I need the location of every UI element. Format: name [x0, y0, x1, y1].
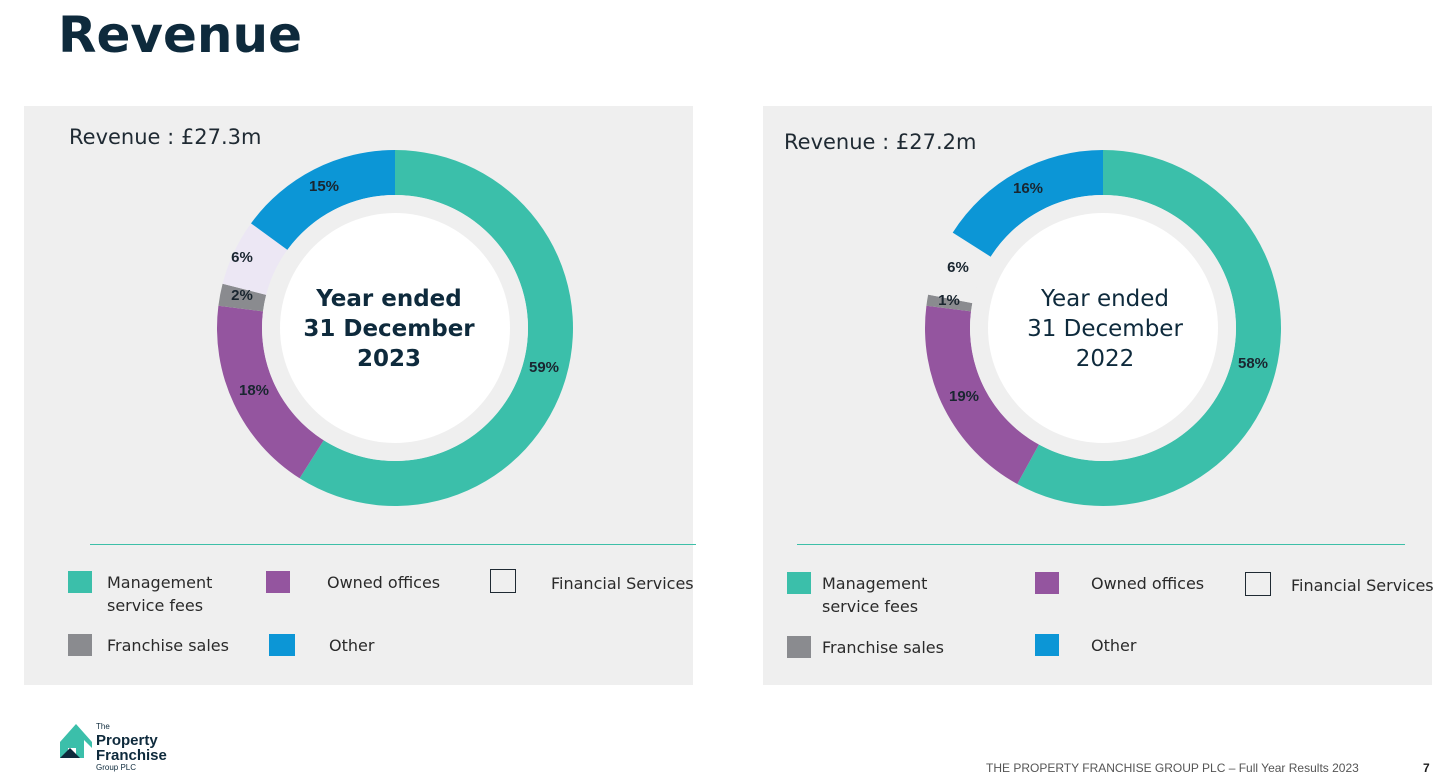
legend-swatch-owned	[266, 571, 290, 593]
legend-label-other: Other	[329, 636, 375, 655]
donut-data-label: 2%	[231, 287, 253, 304]
legend-management: Management service fees	[68, 571, 237, 617]
page-number: 7	[1423, 761, 1430, 775]
legend-other: Other	[269, 634, 459, 657]
donut-slice-owned-offices	[217, 305, 324, 479]
logo-text-the: The	[96, 722, 110, 731]
legend-management: Management service fees	[787, 572, 952, 618]
donut-slice-franchise-sales	[926, 294, 973, 312]
legend-label-franchise: Franchise sales	[822, 638, 944, 657]
legend-swatch-owned	[1035, 572, 1059, 594]
donut-center-text: Year ended	[1040, 286, 1169, 312]
legend-financial: Financial Services	[490, 569, 711, 595]
legend-divider	[797, 544, 1405, 545]
donut-center-text: 2023	[357, 346, 421, 372]
legend-label-other: Other	[1091, 636, 1137, 655]
revenue-panel-2023: Revenue : £27.3m Year ended 31 December 20…	[24, 106, 696, 685]
legend-owned: Owned offices	[266, 571, 457, 594]
donut-data-label: 15%	[309, 178, 339, 195]
company-logo: The Property Franchise Group PLC	[60, 722, 167, 772]
legend-swatch-other	[269, 634, 295, 656]
legend-other: Other	[1035, 634, 1221, 657]
donut-slice-other	[952, 150, 1103, 257]
donut-slice-other	[250, 149, 395, 250]
legend-swatch-management	[68, 571, 92, 593]
legend-swatch-financial	[490, 569, 516, 593]
donut-slice-management-service-fees	[299, 150, 573, 506]
legend-swatch-franchise	[68, 634, 92, 656]
legend-label-financial: Financial Services	[551, 574, 694, 593]
donut-data-label: 1%	[938, 292, 960, 309]
legend-label-franchise: Franchise sales	[107, 636, 229, 655]
legend-franchise: Franchise sales	[68, 634, 237, 657]
logo-text-property: Property	[96, 732, 158, 749]
donut-center	[280, 213, 510, 443]
donut-center-text: Year ended	[315, 286, 462, 312]
donut-center-text: 2022	[1076, 346, 1135, 372]
donut-data-label: 59%	[529, 359, 559, 376]
donut-slice-financial-services	[222, 223, 288, 295]
donut-data-label: 18%	[239, 382, 269, 399]
logo-roof-icon	[60, 748, 80, 758]
legend-label-management: Management service fees	[822, 574, 928, 616]
revenue-total-label: Revenue : £27.3m	[69, 125, 262, 149]
donut-chart-2022: Year ended 31 December 2022 58% 19% 1% 6% 16%	[925, 150, 1281, 506]
revenue-panel-2022: Revenue : £27.2m Year ended 31 December 20…	[763, 106, 1434, 685]
legend-swatch-franchise	[787, 636, 811, 658]
legend-label-owned: Owned offices	[327, 573, 441, 592]
legend-franchise: Franchise sales	[787, 636, 952, 659]
logo-house-icon	[60, 724, 92, 758]
legend-divider	[90, 544, 696, 545]
page-title: Revenue	[58, 6, 303, 64]
legend-swatch-other	[1035, 634, 1059, 656]
legend-label-owned: Owned offices	[1091, 574, 1205, 593]
revenue-total-label: Revenue : £27.2m	[784, 130, 977, 154]
logo-text-franchise: Franchise	[96, 747, 167, 764]
donut-data-label: 19%	[949, 388, 979, 405]
legend-swatch-financial	[1245, 572, 1271, 596]
donut-slice-franchise-sales	[218, 283, 267, 312]
donut-slice-financial-services	[928, 232, 991, 304]
legend-owned: Owned offices	[1035, 572, 1221, 595]
donut-slice-management-service-fees	[1017, 150, 1281, 506]
logo-text-group: Group PLC	[96, 763, 136, 772]
donut-chart-2023: Year ended 31 December 2023 59% 18% 2% 6% 15%	[217, 149, 573, 506]
donut-data-label: 6%	[231, 249, 253, 266]
legend-label-financial: Financial Services	[1291, 576, 1434, 595]
donut-center-text: 31 December	[303, 316, 475, 342]
donut-data-label: 16%	[1013, 180, 1043, 197]
donut-center-text: 31 December	[1027, 316, 1183, 342]
donut-data-label: 58%	[1238, 355, 1268, 372]
footer-text: THE PROPERTY FRANCHISE GROUP PLC – Full …	[986, 761, 1359, 775]
legend-swatch-management	[787, 572, 811, 594]
donut-center	[988, 213, 1218, 443]
legend-label-management: Management service fees	[107, 573, 213, 615]
legend-financial: Financial Services	[1245, 572, 1441, 597]
donut-slice-owned-offices	[925, 305, 1039, 484]
donut-data-label: 6%	[947, 259, 969, 276]
